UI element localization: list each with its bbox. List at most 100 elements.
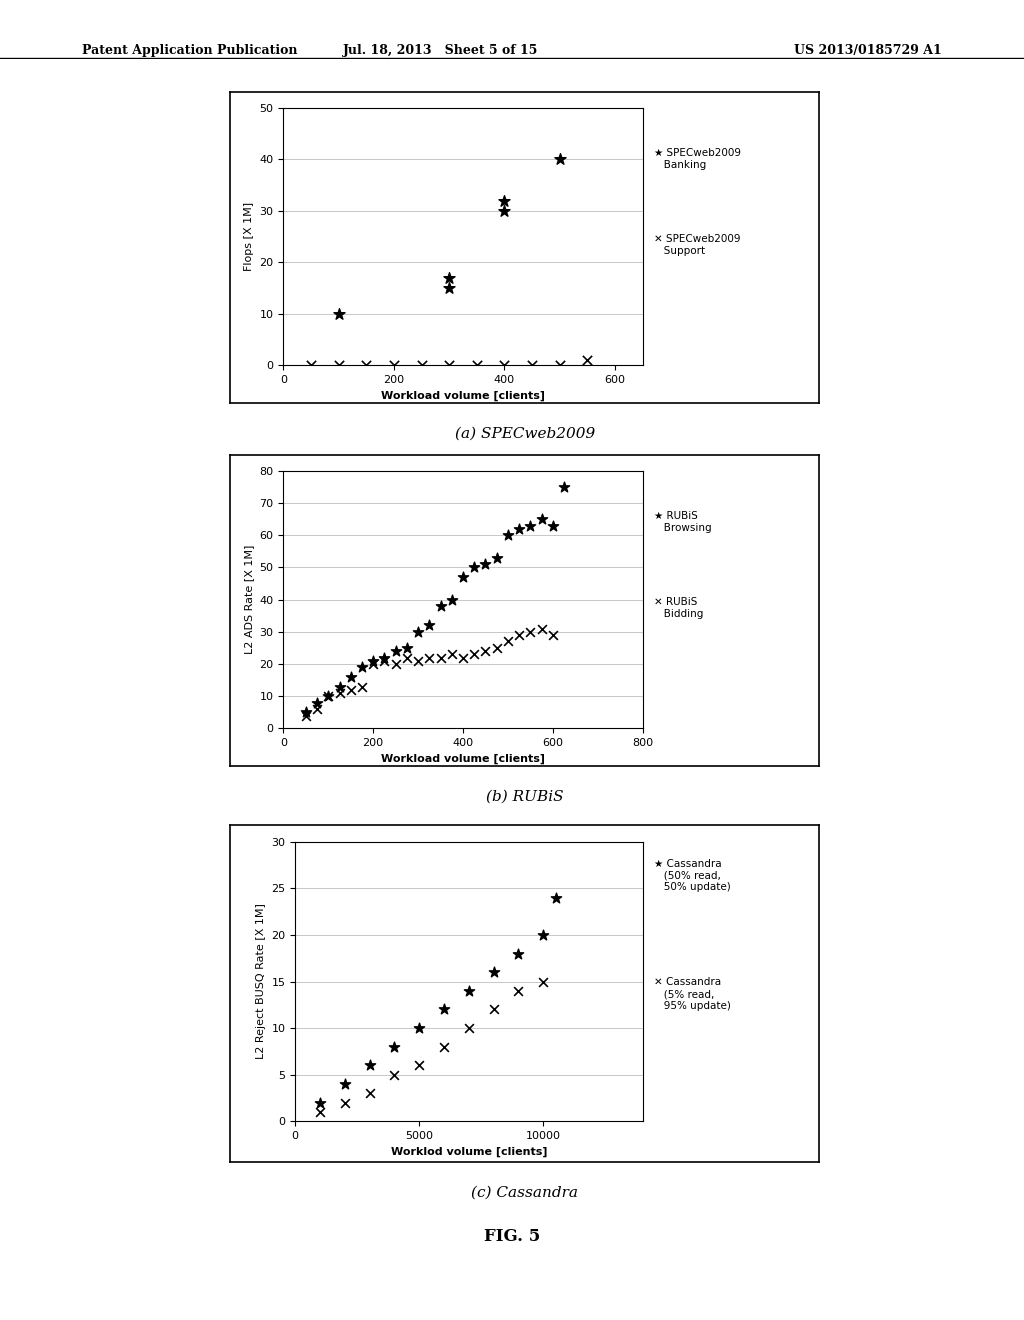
Point	[466, 557, 482, 578]
Point	[303, 355, 319, 376]
Point	[365, 651, 381, 672]
Point	[461, 981, 477, 1002]
Point	[410, 622, 426, 643]
Point	[522, 622, 539, 643]
Point	[534, 618, 550, 639]
Point	[497, 201, 513, 222]
Point	[321, 685, 337, 706]
X-axis label: Workload volume [clients]: Workload volume [clients]	[381, 754, 545, 764]
Point	[343, 667, 359, 688]
Point	[536, 924, 552, 945]
Point	[309, 692, 326, 713]
Point	[361, 1082, 378, 1104]
Point	[443, 589, 460, 610]
Point	[361, 1055, 378, 1076]
Point	[466, 644, 482, 665]
Point	[552, 149, 568, 170]
Text: ✕ SPECweb2009
   Support: ✕ SPECweb2009 Support	[654, 234, 740, 256]
Point	[432, 595, 449, 616]
Point	[353, 676, 370, 697]
Point	[488, 548, 505, 569]
Point	[309, 698, 326, 719]
Point	[358, 355, 375, 376]
Point	[331, 304, 347, 325]
Point	[461, 1018, 477, 1039]
Text: US 2013/0185729 A1: US 2013/0185729 A1	[795, 44, 942, 57]
Point	[387, 653, 403, 675]
Point	[298, 705, 314, 726]
Point	[387, 640, 403, 661]
Point	[411, 1018, 427, 1039]
Point	[497, 355, 513, 376]
Point	[511, 624, 527, 645]
Point	[414, 355, 430, 376]
Point	[552, 355, 568, 376]
Text: ★ Cassandra
   (50% read,
   50% update): ★ Cassandra (50% read, 50% update)	[654, 858, 731, 892]
Point	[398, 647, 415, 668]
Point	[337, 1073, 353, 1094]
Point	[331, 355, 347, 376]
Text: (b) RUBiS: (b) RUBiS	[486, 789, 563, 804]
Point	[522, 515, 539, 536]
Point	[321, 685, 337, 706]
Point	[485, 962, 502, 983]
Point	[500, 525, 516, 546]
Text: ★ SPECweb2009
   Banking: ★ SPECweb2009 Banking	[654, 148, 741, 170]
Point	[332, 682, 348, 704]
Point	[443, 644, 460, 665]
Point	[311, 1092, 328, 1113]
Point	[510, 942, 526, 964]
Point	[556, 477, 572, 498]
Point	[488, 638, 505, 659]
Point	[485, 999, 502, 1020]
Point	[511, 519, 527, 540]
Text: (c) Cassandra: (c) Cassandra	[471, 1185, 579, 1200]
Point	[337, 1092, 353, 1113]
Point	[376, 651, 392, 672]
Point	[455, 566, 471, 587]
Point	[353, 656, 370, 677]
Point	[410, 651, 426, 672]
Point	[386, 1036, 402, 1057]
Y-axis label: L2 ADS Rate [X 1M]: L2 ADS Rate [X 1M]	[244, 545, 254, 655]
Point	[386, 1064, 402, 1085]
Point	[421, 615, 437, 636]
Point	[411, 1055, 427, 1076]
Point	[534, 508, 550, 529]
Point	[477, 640, 494, 661]
Point	[332, 676, 348, 697]
Point	[386, 355, 402, 376]
Point	[500, 631, 516, 652]
Point	[545, 515, 561, 536]
Point	[441, 355, 458, 376]
Text: (a) SPECweb2009: (a) SPECweb2009	[455, 426, 595, 441]
Y-axis label: Flops [X 1M]: Flops [X 1M]	[244, 202, 254, 271]
Point	[469, 355, 485, 376]
Point	[580, 350, 596, 371]
Point	[524, 355, 541, 376]
Y-axis label: L2 Reject BUSQ Rate [X 1M]: L2 Reject BUSQ Rate [X 1M]	[256, 904, 266, 1060]
Point	[455, 647, 471, 668]
Point	[510, 981, 526, 1002]
Point	[421, 647, 437, 668]
Text: ★ RUBiS
   Browsing: ★ RUBiS Browsing	[654, 511, 712, 533]
Point	[545, 624, 561, 645]
Point	[398, 638, 415, 659]
Point	[376, 647, 392, 668]
Text: Patent Application Publication: Patent Application Publication	[82, 44, 297, 57]
Point	[477, 553, 494, 574]
Point	[436, 999, 453, 1020]
X-axis label: Worklod volume [clients]: Worklod volume [clients]	[390, 1147, 547, 1156]
Text: ✕ RUBiS
   Bidding: ✕ RUBiS Bidding	[654, 597, 703, 619]
X-axis label: Workload volume [clients]: Workload volume [clients]	[381, 391, 545, 401]
Text: FIG. 5: FIG. 5	[484, 1228, 540, 1245]
Point	[298, 702, 314, 723]
Point	[441, 267, 458, 288]
Text: ✕ Cassandra
   (5% read,
   95% update): ✕ Cassandra (5% read, 95% update)	[654, 977, 731, 1011]
Point	[497, 190, 513, 211]
Point	[436, 1036, 453, 1057]
Point	[432, 647, 449, 668]
Point	[548, 887, 564, 908]
Text: Jul. 18, 2013   Sheet 5 of 15: Jul. 18, 2013 Sheet 5 of 15	[343, 44, 538, 57]
Point	[536, 972, 552, 993]
